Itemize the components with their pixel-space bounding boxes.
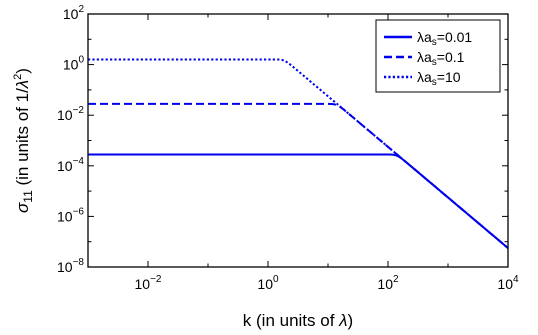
x-tick-label: 10−2 — [135, 274, 162, 292]
y-tick-label: 102 — [63, 4, 85, 22]
y-tick-label: 10−6 — [57, 206, 84, 224]
series-layer — [88, 58, 509, 249]
axis-labels: k (in units of λ) σ11 (in units of 1/λ2) — [12, 68, 353, 330]
y-tick-label: 100 — [63, 55, 85, 73]
legend-label: λas=10 — [417, 69, 461, 88]
legend-label: λas=0.1 — [417, 49, 465, 68]
x-tick-label: 102 — [377, 274, 399, 292]
x-tick-label: 104 — [497, 274, 519, 292]
y-tick-label: 10−8 — [57, 257, 84, 275]
series-line-solid — [88, 153, 509, 249]
x-tick-label: 100 — [257, 274, 279, 292]
axis-layer: 10−2 100 102 104 10−8 10−6 10−4 10−2 100 102 — [57, 4, 519, 292]
y-tick-label: 10−2 — [57, 105, 84, 123]
series-line-dotted — [88, 58, 509, 249]
legend-label: λas=0.01 — [417, 29, 472, 48]
y-tick-label: 10−4 — [57, 156, 84, 174]
x-axis-label: k (in units of λ) — [243, 311, 353, 330]
y-axis-label: σ11 (in units of 1/λ2) — [12, 68, 35, 213]
series-line-dashed — [88, 102, 509, 249]
